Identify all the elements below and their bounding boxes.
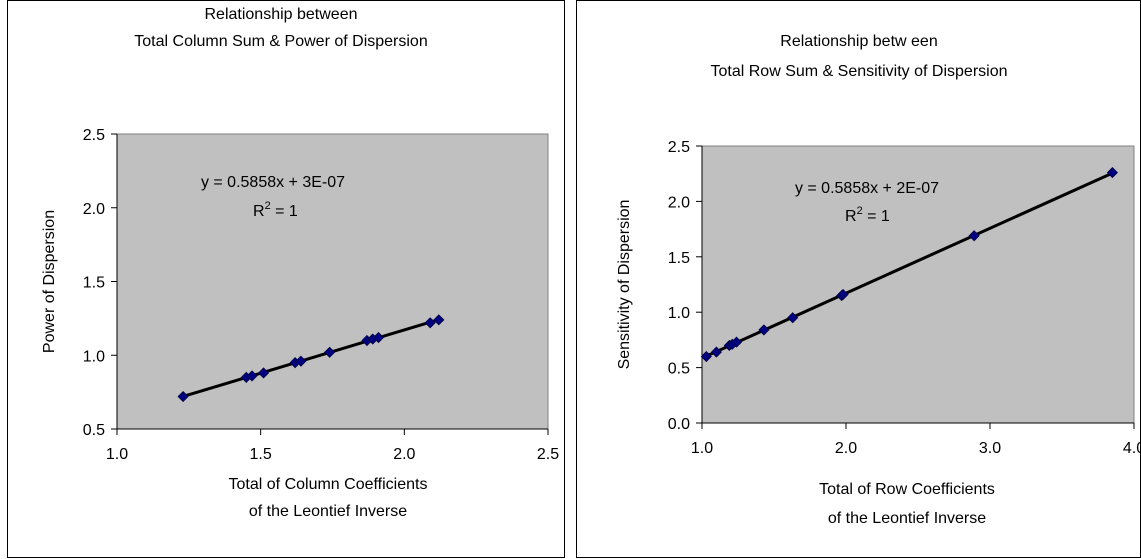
chart-svg-sensitivity-of-dispersion: Relationship betw een Total Row Sum & Sen… — [616, 33, 1141, 527]
y-tick-label: 2.5 — [83, 127, 105, 144]
plot-area — [116, 133, 549, 430]
x-axis-label-line: Total of Row Coefficients — [819, 481, 995, 498]
trendline — [705, 171, 1114, 358]
chart-title-line: Relationship betw een — [780, 33, 937, 50]
chart-power-of-dispersion: Relationship between Total Column Sum & P… — [7, 0, 565, 558]
data-point — [424, 317, 436, 329]
y-axis-label: Sensitivity of Dispersion — [616, 200, 633, 370]
data-point — [177, 390, 189, 403]
x-tick-label: 2.0 — [393, 446, 415, 463]
y-tick-label: 1.5 — [83, 275, 105, 292]
chart-svg-power-of-dispersion: Relationship between Total Column Sum & P… — [41, 6, 559, 520]
y-tick-label: 2.5 — [668, 139, 690, 156]
r-squared-label: R2 = 1 — [845, 205, 890, 225]
data-point — [730, 336, 743, 348]
x-tick-label: 3.0 — [979, 440, 1001, 457]
data-point — [968, 230, 980, 242]
data-point — [295, 355, 307, 367]
y-tick-label: 0.5 — [668, 361, 690, 378]
chart-title-line: Total Column Sum & Power of Dispersion — [134, 33, 427, 50]
chart-title-line: Relationship between — [205, 6, 358, 23]
data-point — [246, 370, 258, 382]
chart-sensitivity-of-dispersion: Relationship betw een Total Row Sum & Sen… — [576, 0, 1141, 558]
y-tick-label: 0.0 — [668, 416, 690, 433]
x-tick-label: 1.0 — [106, 446, 128, 463]
data-point — [710, 346, 722, 358]
x-tick-label: 1.5 — [250, 446, 272, 463]
data-point — [758, 324, 770, 336]
x-tick-label: 2.5 — [537, 446, 559, 463]
y-tick-label: 1.0 — [668, 305, 690, 322]
y-tick-label: 2.0 — [83, 201, 105, 218]
y-axis-label: Power of Dispersion — [41, 210, 58, 353]
x-tick-label: 4.0 — [1123, 440, 1141, 457]
trendline-equation: y = 0.5858x + 2E-07 — [795, 180, 939, 197]
trendline-equation: y = 0.5858x + 3E-07 — [201, 174, 345, 191]
data-point — [787, 312, 799, 324]
data-point — [1106, 167, 1118, 179]
x-tick-label: 1.0 — [691, 440, 713, 457]
data-point — [837, 288, 849, 301]
y-tick-label: 1.0 — [83, 348, 105, 365]
plot-area — [701, 145, 1135, 424]
y-tick-label: 1.5 — [668, 250, 690, 267]
data-point — [257, 367, 270, 379]
x-axis-label-line: of the Leontief Inverse — [828, 510, 986, 527]
data-point — [324, 346, 336, 358]
data-point — [433, 314, 445, 326]
y-tick-label: 2.0 — [668, 194, 690, 211]
r-squared-label: R2 = 1 — [253, 200, 298, 220]
y-tick-label: 0.5 — [83, 422, 105, 439]
chart-title-line: Total Row Sum & Sensitivity of Dispersio… — [711, 63, 1008, 80]
x-tick-label: 2.0 — [835, 440, 857, 457]
x-axis-label-line: of the Leontief Inverse — [249, 503, 407, 520]
x-axis-label-line: Total of Column Coefficients — [229, 476, 428, 493]
trendline — [182, 318, 440, 398]
data-point — [372, 331, 385, 344]
data-point — [700, 350, 712, 363]
